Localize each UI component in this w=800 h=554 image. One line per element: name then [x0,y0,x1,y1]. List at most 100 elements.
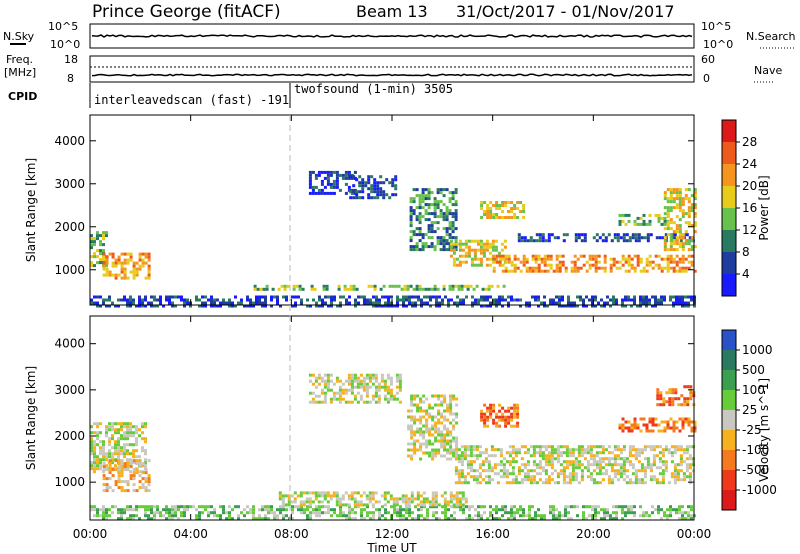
data-cell [108,252,112,256]
data-cell [436,200,440,204]
data-cell [448,236,452,240]
data-cell [430,236,434,240]
data-cell [422,491,426,495]
data-cell [437,418,441,422]
data-cell [320,500,324,504]
data-cell [204,295,207,299]
data-cell [141,449,144,453]
velocity-colorbar-swatch [722,470,736,491]
data-cell [141,304,144,308]
data-cell [663,197,667,201]
data-cell [582,254,586,258]
data-cell [352,190,356,194]
data-cell [126,431,129,435]
data-cell [520,236,524,240]
data-cell [625,475,629,479]
data-cell [159,301,162,305]
data-cell [383,494,387,498]
data-cell [458,491,462,495]
data-cell [492,406,496,410]
data-cell [633,514,636,518]
data-cell [481,287,485,291]
data-cell [598,463,602,467]
data-cell [281,497,285,501]
data-cell [547,239,551,243]
data-cell [474,298,477,302]
data-cell [468,514,471,518]
data-cell [321,298,324,302]
data-cell [323,379,327,383]
data-cell [373,187,377,191]
data-cell [523,478,527,482]
data-cell [386,491,390,495]
data-cell [386,373,390,377]
data-cell [469,460,473,464]
data-cell [642,423,646,427]
data-cell [662,397,666,401]
data-cell [676,463,680,467]
data-cell [594,263,598,267]
data-cell [362,376,366,380]
data-cell [410,500,414,504]
data-cell [675,269,679,273]
data-cell [108,486,112,490]
data-cell [500,242,504,246]
data-cell [437,427,441,431]
data-cell [446,418,450,422]
data-cell [405,508,408,512]
data-cell [144,261,148,265]
data-cell [615,517,618,521]
data-cell [671,400,675,404]
data-cell [490,445,494,449]
data-cell [477,298,480,302]
data-cell [276,508,279,512]
data-cell [354,298,357,302]
data-cell [507,517,510,521]
data-cell [453,301,456,305]
data-cell [383,379,387,383]
data-cell [630,257,634,261]
data-cell [448,227,452,231]
data-cell [513,269,517,273]
data-cell [441,301,444,305]
data-cell [120,434,123,438]
data-cell [503,239,507,243]
data-cell [666,233,670,237]
data-cell [621,508,624,512]
data-cell [138,258,142,262]
data-cell [666,508,669,512]
data-cell [90,237,93,241]
data-cell [535,463,539,467]
data-cell [415,233,419,237]
data-cell [639,295,642,299]
data-cell [645,511,648,515]
data-cell [628,236,632,240]
data-cell [663,420,667,424]
colorbar-tick-label: -500 [742,463,769,477]
data-cell [538,236,542,240]
data-cell [433,287,437,291]
data-cell [631,463,635,467]
data-cell [415,194,419,198]
data-cell [335,379,339,383]
data-cell [452,260,456,264]
data-cell [676,469,680,473]
data-cell [347,503,351,507]
data-cell [186,298,189,302]
data-cell [595,466,599,470]
data-cell [514,448,518,452]
data-cell [693,215,697,219]
data-cell [362,491,366,495]
time-xlabel: Time UT [366,541,417,554]
data-cell [481,451,485,455]
data-cell [329,494,333,498]
data-cell [510,207,514,210]
data-cell [523,463,527,467]
data-cell [102,470,105,474]
data-cell [375,301,378,305]
data-cell [479,242,483,246]
data-cell [468,508,471,512]
data-cell [99,508,102,512]
data-cell [123,261,127,265]
